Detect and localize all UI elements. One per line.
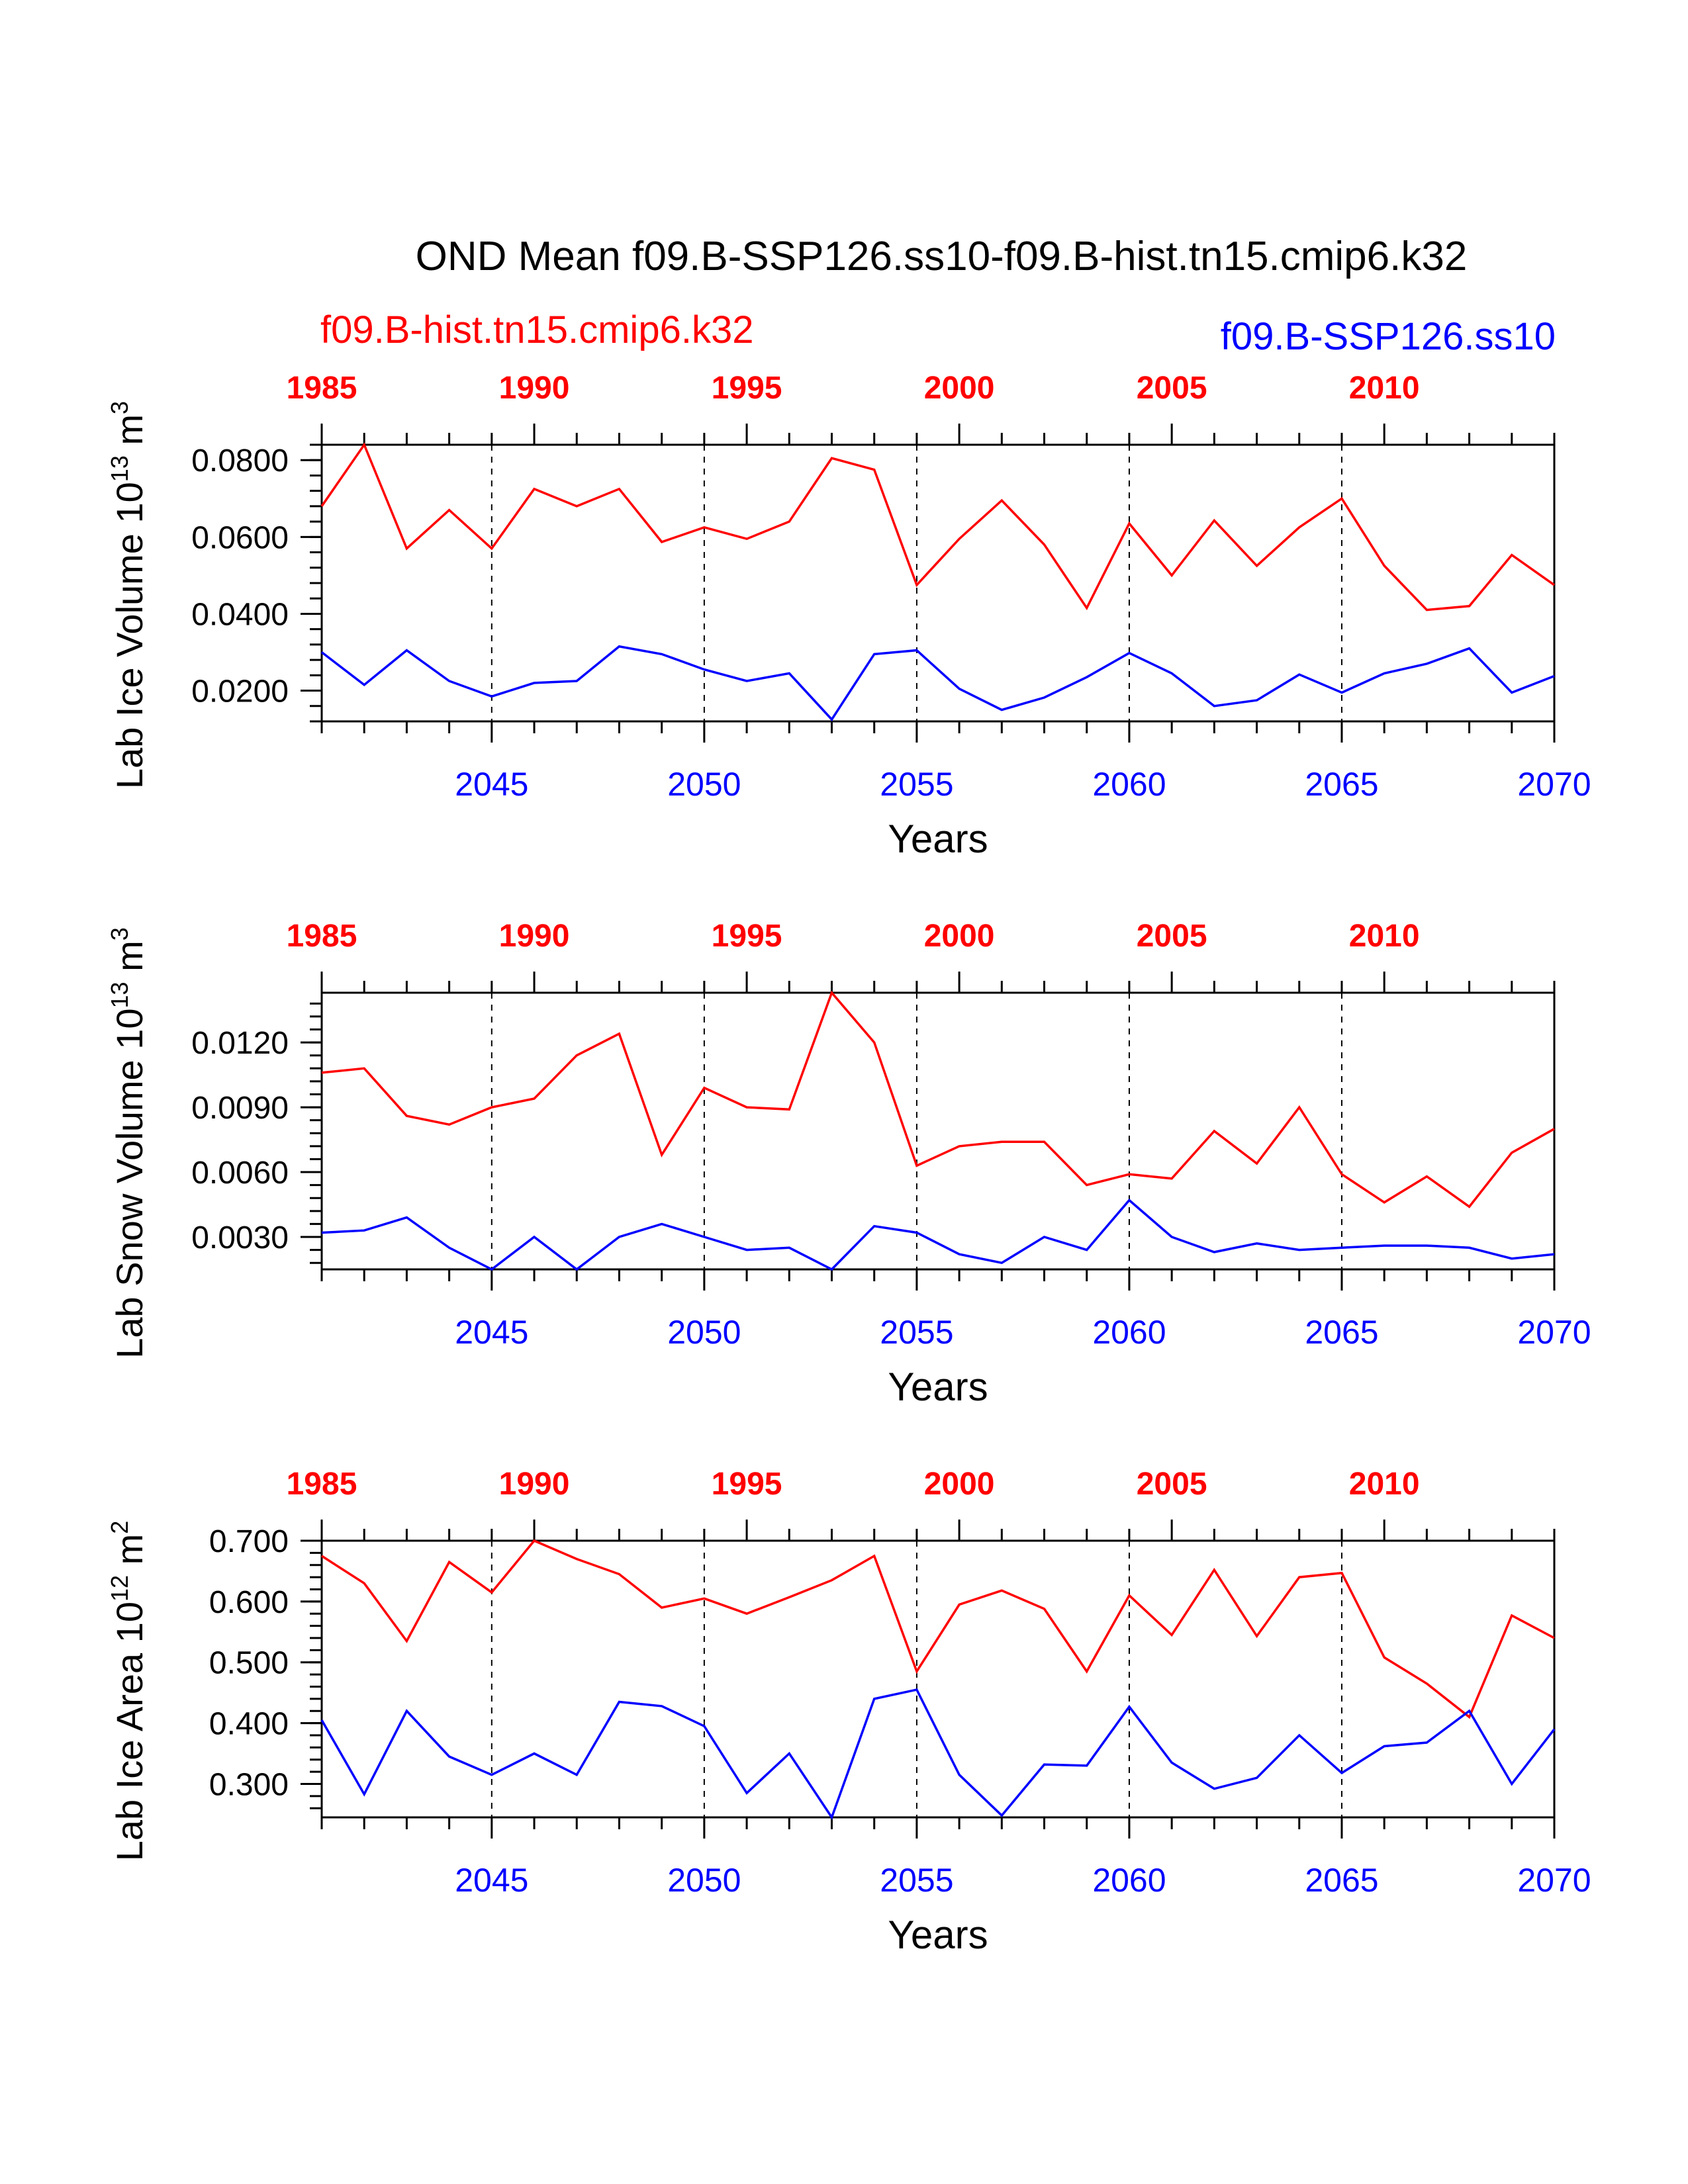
x-top-tick-label: 2000 xyxy=(924,1467,995,1502)
y-axis-label: Lab Ice Volume 1013 m3 xyxy=(106,401,150,789)
chart-panel-3: 2045 2050 2055 2060 2065 2070 1985 1990 1995 2000… xyxy=(106,1467,1591,1957)
y-tick-label: 0.0030 xyxy=(191,1220,289,1255)
x-bottom-tick-label: 2050 xyxy=(667,766,741,803)
y-tick-label: 0.0120 xyxy=(191,1026,289,1061)
y-axis-label-part: Lab Ice Area 10 xyxy=(109,1602,150,1861)
y-axis-label: Lab Ice Area 1012 m2 xyxy=(106,1521,150,1862)
x-axis-title: Years xyxy=(888,1913,988,1957)
series-line-hist xyxy=(321,990,1555,1208)
x-bottom-tick-label: 2065 xyxy=(1305,1314,1378,1351)
x-top-tick-label: 2010 xyxy=(1349,371,1420,406)
x-top-tick-label: 1990 xyxy=(499,371,570,406)
x-axis-title: Years xyxy=(888,817,988,861)
x-bottom-tick-label: 2070 xyxy=(1517,766,1591,803)
x-bottom-tick-label: 2045 xyxy=(455,1314,528,1351)
y-tick-label: 0.0200 xyxy=(191,674,289,709)
y-axis-label: Lab Snow Volume 1013 m3 xyxy=(106,927,150,1359)
x-top-tick-label: 1995 xyxy=(712,371,782,406)
x-bottom-tick-label: 2060 xyxy=(1092,1314,1166,1351)
x-top-tick-label: 2010 xyxy=(1349,919,1420,954)
y-tick-label: 0.0600 xyxy=(191,520,289,555)
y-tick-label: 0.0800 xyxy=(191,443,289,478)
series-line-ssp xyxy=(320,1688,1556,1820)
y-tick-label: 0.0400 xyxy=(191,597,289,632)
x-bottom-tick-label: 2070 xyxy=(1517,1314,1591,1351)
x-bottom-tick-label: 2070 xyxy=(1517,1862,1591,1899)
x-top-tick-label: 1995 xyxy=(712,1467,782,1502)
y-axis-label-part: 3 xyxy=(106,401,133,414)
y-tick-label: 0.300 xyxy=(209,1767,289,1802)
x-bottom-tick-label: 2055 xyxy=(880,1314,953,1351)
x-bottom-tick-label: 2060 xyxy=(1092,766,1166,803)
series-line-ssp xyxy=(321,1199,1555,1271)
series-line-hist xyxy=(320,442,1556,612)
legend-ssp-label: f09.B-SSP126.ss10 xyxy=(1221,315,1556,358)
x-bottom-tick-label: 2045 xyxy=(455,766,528,803)
x-top-tick-label: 2005 xyxy=(1137,919,1207,954)
x-top-tick-label: 2000 xyxy=(924,371,995,406)
x-top-tick-label: 2000 xyxy=(924,919,995,954)
x-top-tick-label: 1985 xyxy=(287,371,357,406)
series-line-ssp xyxy=(320,645,1555,721)
y-tick-label: 0.0090 xyxy=(191,1091,289,1126)
x-bottom-tick-label: 2050 xyxy=(667,1314,741,1351)
y-axis-label-part: 13 xyxy=(106,455,133,482)
x-top-tick-label: 1995 xyxy=(712,919,782,954)
y-axis-label-part: m xyxy=(109,940,150,981)
x-top-tick-label: 2010 xyxy=(1349,1467,1420,1502)
y-tick-label: 0.500 xyxy=(209,1646,289,1681)
figure-title: OND Mean f09.B-SSP126.ss10-f09.B-hist.tn… xyxy=(416,234,1468,279)
y-axis-label-part: 3 xyxy=(106,927,133,940)
x-bottom-tick-label: 2065 xyxy=(1305,1862,1378,1899)
chart-panel-2: 2045 2050 2055 2060 2065 2070 1985 1990 1995 2000… xyxy=(106,919,1591,1409)
x-top-tick-label: 1985 xyxy=(287,919,357,954)
y-tick-label: 0.700 xyxy=(209,1524,289,1559)
x-top-tick-label: 1985 xyxy=(287,1467,357,1502)
x-bottom-tick-label: 2060 xyxy=(1092,1862,1166,1899)
x-bottom-tick-label: 2045 xyxy=(455,1862,528,1899)
y-axis-label-part: 2 xyxy=(106,1521,133,1534)
x-top-tick-label: 2005 xyxy=(1137,371,1207,406)
y-axis-label-part: 13 xyxy=(106,981,133,1008)
plot-frame xyxy=(320,1539,1556,1819)
x-top-tick-label: 1990 xyxy=(499,1467,570,1502)
y-tick-label: 0.0060 xyxy=(191,1156,289,1191)
plot-frame xyxy=(320,991,1556,1271)
legend-hist-label: f09.B-hist.tn15.cmip6.k32 xyxy=(320,308,753,351)
y-tick-label: 0.600 xyxy=(209,1585,289,1620)
x-bottom-tick-label: 2050 xyxy=(667,1862,741,1899)
y-axis-label-part: Lab Ice Volume 10 xyxy=(109,482,150,789)
series-line-hist xyxy=(321,1539,1555,1719)
y-axis-label-part: m xyxy=(109,414,150,455)
x-axis-title: Years xyxy=(888,1365,988,1409)
x-bottom-tick-label: 2055 xyxy=(880,1862,953,1899)
chart-panel-1: 2045 2050 2055 2060 2065 2070 1985 1990 1995 2000… xyxy=(106,371,1591,861)
y-axis-label-part: 12 xyxy=(106,1575,133,1602)
x-bottom-tick-label: 2065 xyxy=(1305,766,1378,803)
x-top-tick-label: 2005 xyxy=(1137,1467,1207,1502)
x-bottom-tick-label: 2055 xyxy=(880,766,953,803)
y-axis-label-part: Lab Snow Volume 10 xyxy=(109,1009,150,1359)
x-top-tick-label: 1990 xyxy=(499,919,570,954)
y-axis-label-part: m xyxy=(109,1534,150,1575)
y-tick-label: 0.400 xyxy=(209,1707,289,1742)
